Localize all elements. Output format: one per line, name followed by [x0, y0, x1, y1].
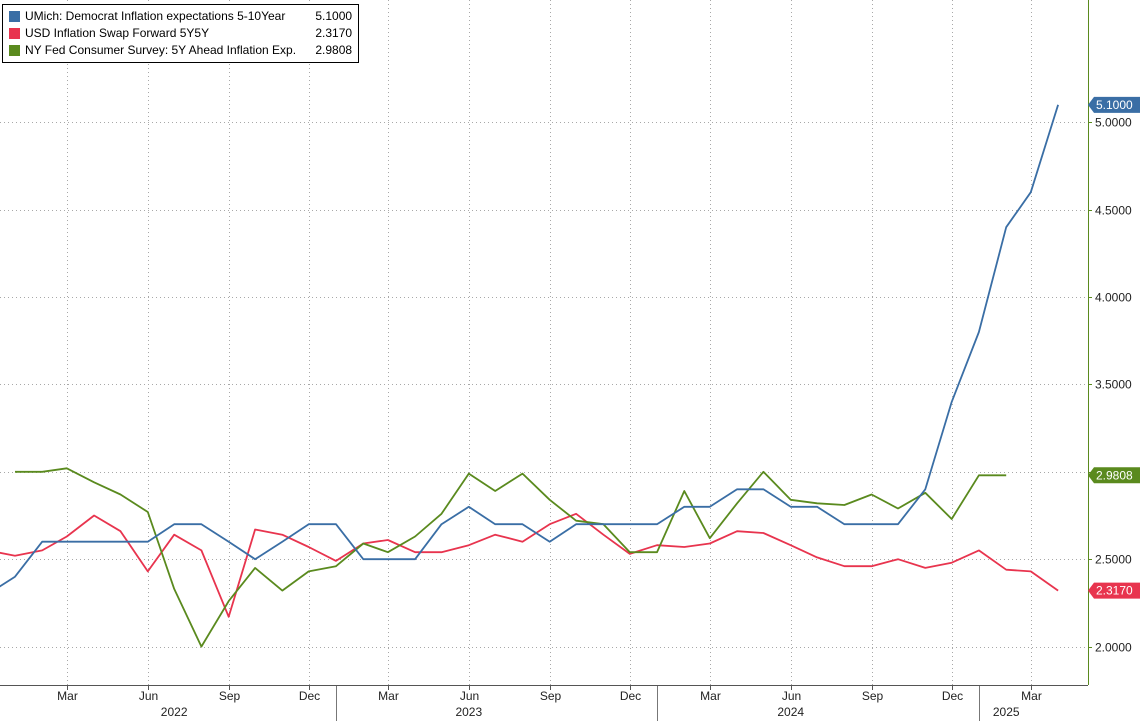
- legend-swatch-nyfed: [9, 45, 20, 56]
- y-tick-label: 4.5000: [1095, 204, 1132, 218]
- series-line-nyfed: [15, 467, 1007, 648]
- end-labels: 5.1000 2.3170 2.9808: [1088, 96, 1140, 599]
- x-tick-label: Dec: [620, 689, 641, 703]
- x-year-label: 2025: [993, 705, 1020, 719]
- x-tick-label: Jun: [782, 689, 801, 703]
- x-tick-label: Mar: [378, 689, 399, 703]
- x-tick-label: Sep: [540, 689, 562, 703]
- legend-label-nyfed: NY Fed Consumer Survey: 5Y Ahead Inflati…: [25, 43, 297, 57]
- y-tick-label: 4.0000: [1095, 291, 1132, 305]
- y-tick-label: 3.5000: [1095, 378, 1132, 392]
- x-year-label: 2024: [777, 705, 804, 719]
- end-label-nyfed: 2.9808: [1088, 467, 1140, 484]
- end-label-umich: 5.1000: [1088, 96, 1140, 113]
- end-label-swap-text: 2.3170: [1096, 584, 1133, 598]
- x-tick-label: Mar: [700, 689, 721, 703]
- x-year-label: 2023: [455, 705, 482, 719]
- end-label-nyfed-box: [1088, 467, 1140, 484]
- y-tick-label: 2.5000: [1095, 553, 1132, 567]
- x-tick-label: Dec: [299, 689, 320, 703]
- x-tick-label: Dec: [942, 689, 963, 703]
- y-tick-label: 5.0000: [1095, 116, 1132, 130]
- series-line-umich: [0, 104, 1059, 588]
- end-label-swap: 2.3170: [1088, 582, 1140, 599]
- y-tick-label: 2.0000: [1095, 641, 1132, 655]
- end-label-umich-box: [1088, 96, 1140, 113]
- x-tick-label: Mar: [1021, 689, 1042, 703]
- legend-label-umich: UMich: Democrat Inflation expectations 5…: [25, 9, 286, 23]
- legend-item-swap: USD Inflation Swap Forward 5Y5Y 2.3170: [9, 25, 352, 42]
- end-label-swap-box: [1088, 582, 1140, 599]
- x-year-label: 2022: [161, 705, 188, 719]
- legend-swatch-swap: [9, 28, 20, 39]
- grid-lines: [0, 0, 1088, 685]
- x-tick-label: Jun: [460, 689, 479, 703]
- x-tick-label: Sep: [862, 689, 884, 703]
- series-line-swap: [0, 512, 1059, 618]
- legend-value-nyfed: 2.9808: [315, 43, 353, 57]
- x-tick-label: Jun: [139, 689, 158, 703]
- series-lines: [0, 104, 1059, 648]
- legend-item-umich: UMich: Democrat Inflation expectations 5…: [9, 8, 352, 25]
- end-label-nyfed-text: 2.9808: [1096, 468, 1133, 482]
- legend: UMich: Democrat Inflation expectations 5…: [2, 4, 360, 63]
- x-tick-label: Mar: [57, 689, 78, 703]
- legend-value-swap: 2.3170: [315, 26, 353, 40]
- legend-value-umich: 5.1000: [315, 9, 353, 23]
- legend-label-swap: USD Inflation Swap Forward 5Y5Y: [25, 26, 210, 40]
- end-label-umich-text: 5.1000: [1096, 98, 1133, 112]
- x-tick-label: Sep: [219, 689, 241, 703]
- legend-swatch-umich: [9, 11, 20, 22]
- legend-item-nyfed: NY Fed Consumer Survey: 5Y Ahead Inflati…: [9, 42, 352, 59]
